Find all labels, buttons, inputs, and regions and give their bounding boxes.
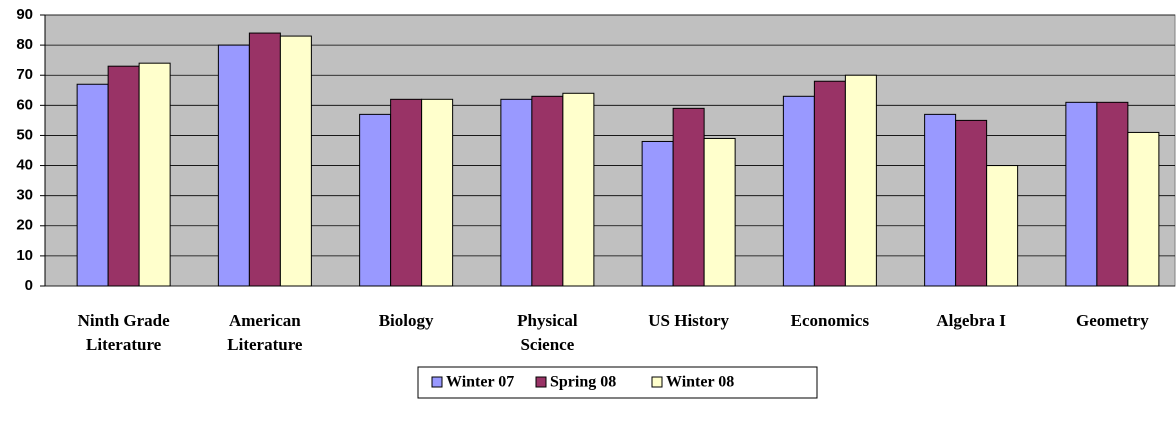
x-tick-label: Ninth Grade Literature (78, 311, 171, 354)
y-tick-label: 10 (16, 247, 33, 264)
bar (217, 44, 250, 287)
bar (986, 165, 1019, 287)
x-tick-label: Economics (791, 311, 870, 330)
y-tick-label: 70 (16, 66, 33, 83)
y-tick-label: 0 (25, 277, 33, 294)
bar (1127, 131, 1160, 287)
legend-swatch (431, 376, 443, 388)
bar (359, 113, 392, 287)
legend-swatch (535, 376, 547, 388)
y-tick-label: 40 (16, 157, 33, 174)
bar (955, 119, 988, 287)
x-tick-label: Physical Science (517, 311, 578, 354)
legend-swatch (651, 376, 663, 388)
bar (703, 137, 736, 287)
bar (641, 140, 674, 287)
y-tick-label: 60 (16, 96, 33, 113)
bar (844, 74, 877, 287)
bar (924, 113, 957, 287)
legend-box (417, 366, 818, 399)
bar (531, 95, 564, 287)
legend-label: Winter 08 (666, 374, 734, 391)
legend-label: Winter 07 (446, 374, 514, 391)
bar (1096, 101, 1129, 287)
x-tick-label: Geometry (1076, 311, 1149, 330)
y-tick-label: 90 (16, 6, 33, 23)
x-tick-label: Algebra I (936, 311, 1006, 330)
bar (672, 107, 705, 287)
bar (107, 65, 140, 287)
bar (1065, 101, 1098, 287)
bar (279, 35, 312, 287)
x-tick-label: American Literature (227, 311, 303, 354)
bar (76, 83, 109, 287)
bar (782, 95, 815, 287)
y-tick-label: 20 (16, 217, 33, 234)
bar (562, 92, 595, 287)
bar (500, 98, 533, 287)
y-tick-label: 50 (16, 126, 33, 143)
bar (390, 98, 423, 287)
bar (248, 32, 281, 287)
legend-label: Spring 08 (550, 374, 616, 391)
bar (421, 98, 454, 287)
bar (138, 62, 171, 287)
y-tick-label: 30 (16, 187, 33, 204)
y-tick-label: 80 (16, 36, 33, 53)
bar (813, 80, 846, 287)
x-tick-label: Biology (379, 311, 434, 330)
x-tick-label: US History (648, 311, 729, 330)
